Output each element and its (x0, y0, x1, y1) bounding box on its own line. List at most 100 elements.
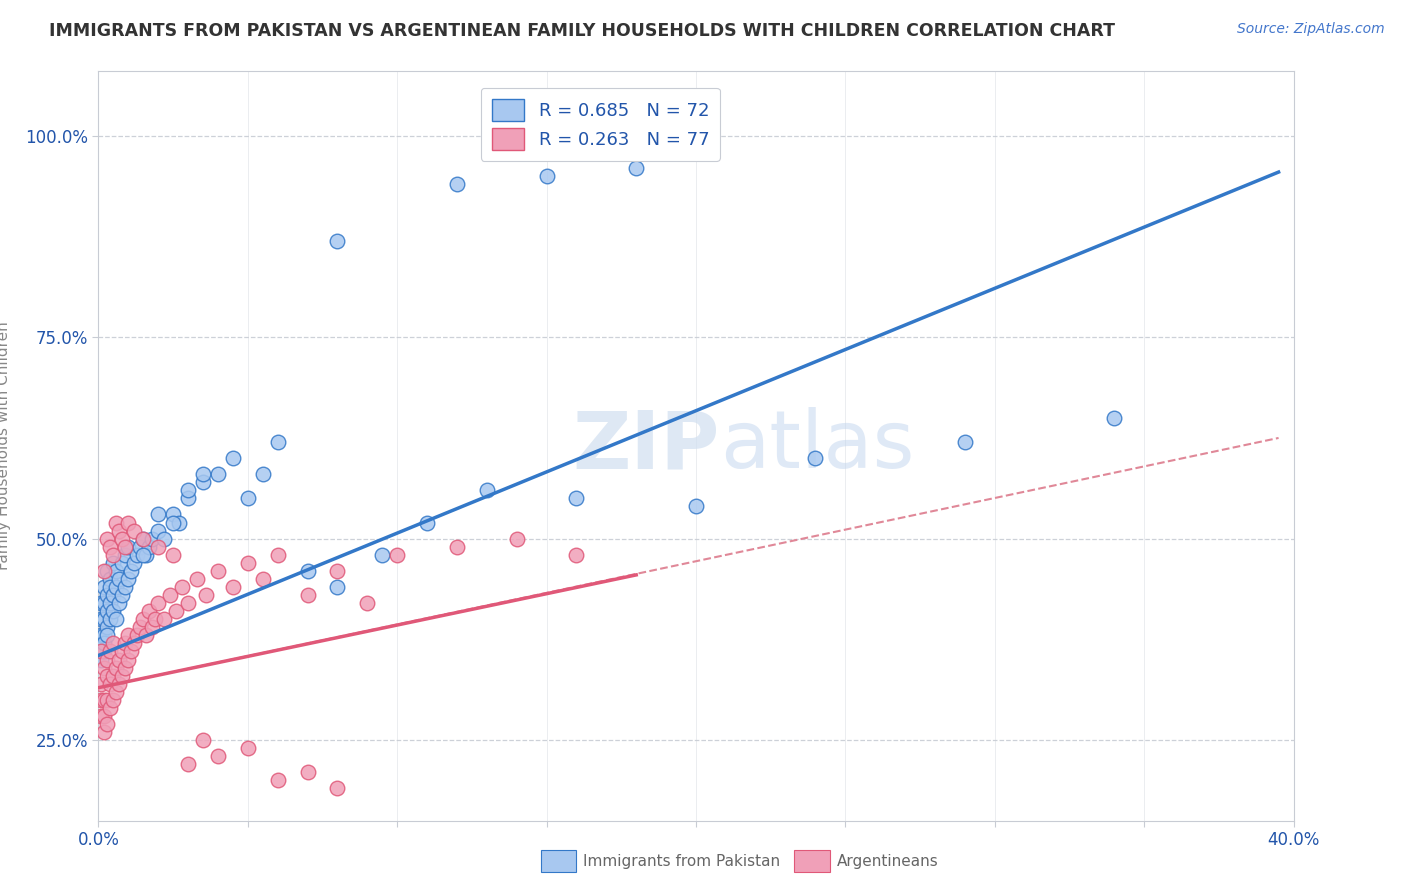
Point (90, 628, 112, 642)
Point (236, 741, 259, 756)
Point (90, 676, 112, 690)
Point (111, 644, 134, 658)
Point (132, 612, 155, 626)
Point (177, 596, 200, 610)
Point (385, 548, 409, 562)
Point (96, 604, 118, 618)
Point (90, 709, 112, 723)
Point (236, 491, 259, 506)
Point (90, 652, 112, 666)
Point (93, 580, 115, 594)
Point (105, 660, 128, 674)
Point (135, 628, 157, 642)
Point (416, 516, 439, 530)
Point (105, 684, 128, 698)
Point (96, 668, 118, 682)
Point (1104, 410, 1126, 425)
Point (252, 467, 274, 482)
Point (135, 548, 157, 562)
Point (127, 548, 149, 562)
Point (252, 572, 274, 586)
Point (96, 564, 118, 578)
Point (267, 434, 290, 449)
Point (162, 516, 184, 530)
Point (685, 500, 707, 514)
Point (177, 483, 200, 498)
Point (148, 540, 170, 554)
Point (148, 524, 170, 538)
Point (191, 475, 214, 490)
Point (111, 532, 134, 546)
Point (297, 765, 319, 780)
Point (98, 612, 122, 626)
Point (138, 604, 160, 618)
Text: atlas: atlas (720, 407, 914, 485)
Point (124, 524, 146, 538)
Text: Source: ZipAtlas.com: Source: ZipAtlas.com (1237, 22, 1385, 37)
Point (96, 652, 118, 666)
Point (103, 693, 125, 707)
Point (124, 636, 146, 650)
Y-axis label: Family Households with Children: Family Households with Children (0, 322, 11, 570)
Point (326, 234, 349, 248)
Point (93, 628, 115, 642)
Point (96, 620, 118, 634)
Point (177, 491, 200, 506)
Point (93, 644, 115, 658)
Point (297, 564, 319, 578)
Point (96, 693, 118, 707)
Point (114, 660, 136, 674)
Point (98, 676, 122, 690)
Point (114, 548, 136, 562)
Point (326, 564, 349, 578)
Point (132, 548, 155, 562)
Point (93, 709, 115, 723)
Point (98, 572, 122, 586)
Point (953, 434, 976, 449)
Point (98, 596, 122, 610)
Point (162, 548, 184, 562)
Point (90, 644, 112, 658)
Point (804, 451, 827, 466)
Point (108, 524, 131, 538)
Point (103, 668, 125, 682)
Point (103, 636, 125, 650)
Point (114, 636, 136, 650)
Point (96, 717, 118, 731)
Point (132, 532, 155, 546)
Point (162, 508, 184, 522)
Point (177, 757, 200, 772)
Point (124, 556, 146, 570)
Point (356, 596, 378, 610)
Point (90, 612, 112, 626)
Point (93, 693, 115, 707)
Point (108, 676, 131, 690)
Point (117, 572, 139, 586)
Point (167, 516, 190, 530)
Point (93, 660, 115, 674)
Point (267, 548, 290, 562)
Point (105, 580, 128, 594)
Point (114, 540, 136, 554)
Point (207, 749, 229, 764)
Point (172, 580, 194, 594)
Text: Argentineans: Argentineans (837, 855, 938, 869)
Point (111, 556, 134, 570)
Point (114, 580, 136, 594)
Point (120, 644, 142, 658)
Point (98, 540, 122, 554)
Point (132, 532, 155, 546)
Point (103, 548, 125, 562)
Point (111, 588, 134, 602)
Point (565, 548, 588, 562)
Point (191, 733, 214, 747)
Point (148, 596, 170, 610)
Point (326, 781, 349, 796)
Point (90, 644, 112, 658)
Point (446, 540, 468, 554)
Point (475, 483, 498, 498)
Point (297, 588, 319, 602)
Text: ZIP: ZIP (572, 407, 720, 485)
Point (96, 628, 118, 642)
Point (626, 161, 648, 175)
